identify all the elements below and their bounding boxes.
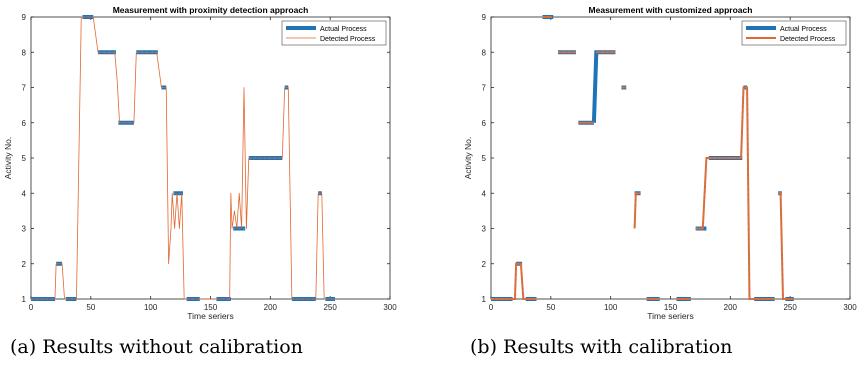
y-tick-label: 8 <box>22 48 27 57</box>
x-tick-label: 100 <box>144 303 158 312</box>
y-tick-label: 9 <box>22 13 27 22</box>
x-tick-label: 150 <box>204 303 218 312</box>
legend-label-detected: Detected Process <box>780 36 836 43</box>
legend-box <box>741 20 847 46</box>
plot-area <box>31 15 335 301</box>
y-tick-label: 8 <box>482 48 487 57</box>
y-axis-label: Activity No. <box>3 137 13 180</box>
caption-b: (b) Results with calibration <box>470 336 733 358</box>
y-tick-label: 2 <box>482 260 487 269</box>
y-tick-label: 4 <box>482 189 487 198</box>
x-tick-label: 200 <box>264 303 278 312</box>
y-tick-label: 9 <box>482 13 487 22</box>
legend-label-detected: Detected Process <box>320 36 376 43</box>
detected-texture <box>778 192 794 300</box>
x-tick-label: 200 <box>724 303 738 312</box>
y-tick-label: 5 <box>22 154 27 163</box>
y-tick-label: 3 <box>482 225 487 234</box>
y-tick-label: 2 <box>22 260 27 269</box>
chart-left: 0 50 100 150 200 250 300 1 2 3 4 5 6 7 8 9 Measurement w… <box>3 5 397 321</box>
detected-process-segment <box>695 86 775 300</box>
y-axis-label: Activity No. <box>463 137 473 180</box>
y-tick-label: 1 <box>482 295 487 304</box>
x-tick-label: 0 <box>489 303 494 312</box>
detected-process-line <box>31 16 335 300</box>
y-tick-label: 7 <box>482 84 487 93</box>
y-tick-label: 6 <box>22 119 27 128</box>
x-tick-label: 250 <box>783 303 797 312</box>
y-tick-label: 7 <box>22 84 27 93</box>
x-tick-label: 100 <box>604 303 618 312</box>
x-tick-label: 50 <box>86 303 95 312</box>
legend-label-actual: Actual Process <box>780 26 827 33</box>
legend-label-actual: Actual Process <box>320 26 367 33</box>
x-tick-label: 50 <box>546 303 555 312</box>
detected-texture <box>491 263 537 300</box>
plot-frame <box>490 16 851 300</box>
y-tick-label: 4 <box>22 189 27 198</box>
x-tick-label: 250 <box>323 303 337 312</box>
x-axis-label: Time seriers <box>187 311 233 321</box>
y-tick-label: 6 <box>482 119 487 128</box>
chart-right: 0 50 100 150 200 250 300 1 2 3 4 5 6 7 8 9 Measurement w… <box>463 5 857 321</box>
chart-title: Measurement with customized approach <box>589 5 753 15</box>
x-tick-label: 300 <box>383 303 397 312</box>
detected-texture <box>634 192 641 229</box>
legend-box <box>281 20 387 46</box>
caption-a: (a) Results without calibration <box>10 336 303 358</box>
y-tick-label: 1 <box>22 295 27 304</box>
x-tick-label: 0 <box>29 303 34 312</box>
plot-frame <box>30 16 391 300</box>
plot-area <box>491 15 794 301</box>
x-tick-label: 300 <box>843 303 857 312</box>
y-tick-label: 3 <box>22 225 27 234</box>
chart-title: Measurement with proximity detection app… <box>113 5 309 15</box>
y-tick-label: 5 <box>482 154 487 163</box>
x-axis-label: Time seriers <box>647 311 693 321</box>
x-tick-label: 150 <box>664 303 678 312</box>
